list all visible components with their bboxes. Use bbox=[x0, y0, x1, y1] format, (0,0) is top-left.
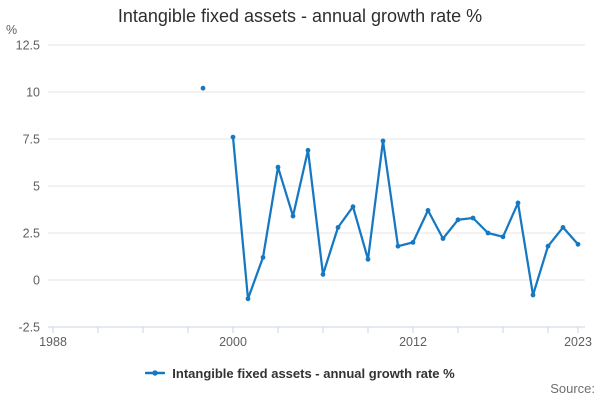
data-point[interactable] bbox=[515, 200, 521, 206]
y-axis-tick-label: 2.5 bbox=[23, 227, 40, 241]
data-point[interactable] bbox=[320, 272, 326, 277]
x-axis-tick-label: 2012 bbox=[399, 335, 427, 349]
series-line bbox=[231, 135, 580, 300]
data-point[interactable] bbox=[410, 240, 416, 245]
y-axis-tick-label: -2.5 bbox=[18, 321, 40, 335]
data-point[interactable] bbox=[470, 215, 476, 221]
data-point[interactable] bbox=[425, 208, 431, 213]
data-point[interactable] bbox=[440, 236, 446, 242]
x-axis-tick-label: 2023 bbox=[564, 335, 592, 349]
data-point[interactable] bbox=[560, 225, 566, 230]
data-point[interactable] bbox=[335, 225, 341, 230]
legend-item[interactable]: Intangible fixed assets - annual growth … bbox=[145, 365, 455, 381]
data-point[interactable] bbox=[500, 234, 506, 240]
data-point[interactable] bbox=[455, 217, 461, 223]
data-point[interactable] bbox=[290, 213, 296, 219]
y-axis-tick-label: 10 bbox=[26, 86, 40, 100]
data-point[interactable] bbox=[365, 256, 371, 262]
data-point[interactable] bbox=[380, 138, 386, 144]
data-point[interactable] bbox=[395, 243, 401, 249]
legend-label: Intangible fixed assets - annual growth … bbox=[172, 365, 455, 381]
data-point[interactable] bbox=[245, 296, 251, 302]
source-label: Source: bbox=[550, 381, 595, 396]
y-axis-unit-label: % bbox=[6, 23, 17, 37]
y-axis-tick-label: 7.5 bbox=[23, 133, 40, 147]
data-point[interactable] bbox=[350, 204, 356, 210]
data-point[interactable] bbox=[275, 164, 281, 170]
data-point[interactable] bbox=[230, 134, 236, 140]
x-axis-tick-label: 2000 bbox=[219, 335, 247, 349]
data-point[interactable] bbox=[305, 147, 311, 153]
y-axis-tick-label: 5 bbox=[33, 180, 40, 194]
x-axis-tick-label: 1988 bbox=[39, 335, 67, 349]
data-point[interactable] bbox=[575, 241, 581, 247]
data-point[interactable] bbox=[485, 230, 491, 236]
legend-line-marker-icon bbox=[145, 370, 166, 376]
data-point[interactable] bbox=[545, 243, 551, 249]
legend: Intangible fixed assets - annual growth … bbox=[0, 363, 600, 383]
data-point[interactable] bbox=[530, 292, 536, 298]
data-point[interactable] bbox=[260, 255, 266, 260]
chart-title: Intangible fixed assets - annual growth … bbox=[117, 6, 483, 26]
y-axis-tick-label: 12.5 bbox=[16, 39, 40, 53]
y-axis-tick-label: 0 bbox=[33, 274, 40, 288]
data-point[interactable] bbox=[200, 85, 206, 91]
